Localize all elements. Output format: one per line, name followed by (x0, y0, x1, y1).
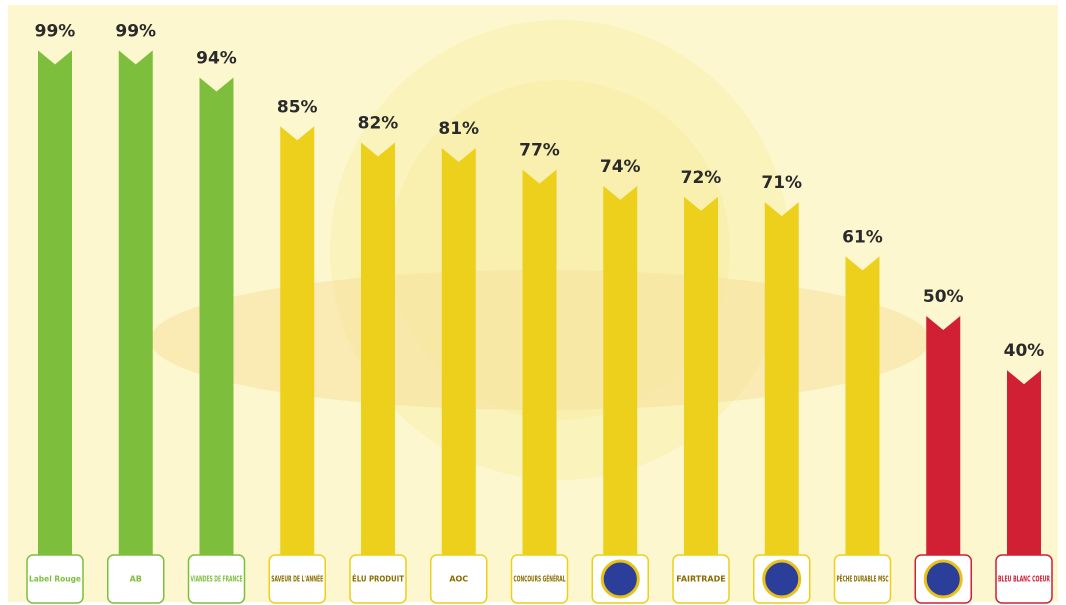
logo (833, 554, 892, 604)
bar (603, 185, 638, 576)
bar (684, 196, 718, 575)
logo (187, 554, 246, 604)
category-label: PÊCHE DURABLE MSC (837, 573, 889, 584)
value-label: 72% (681, 168, 722, 188)
category-label: VIANDES DE FRANCE (191, 575, 243, 584)
bar (926, 316, 961, 575)
bar (845, 256, 880, 575)
logo (268, 554, 326, 604)
bar (764, 202, 799, 575)
value-label: 40% (1004, 341, 1045, 361)
category-label: SAVEUR DE L'ANNÉE (271, 573, 323, 584)
value-label: 85% (277, 97, 318, 117)
value-label: 77% (519, 141, 560, 161)
logo (26, 554, 84, 604)
logo-seal (923, 559, 963, 599)
value-label: 94% (196, 49, 237, 69)
value-label: 74% (600, 157, 641, 177)
category-label: AOC (449, 575, 468, 584)
category-label: FAIRTRADE (676, 575, 725, 584)
logo-seal (600, 559, 640, 599)
value-label: 81% (438, 119, 479, 139)
logo-seal (762, 559, 802, 599)
category-label: BLEU BLANC COEUR (998, 575, 1050, 584)
bar (199, 77, 234, 576)
logo (349, 554, 407, 604)
bar (441, 147, 476, 576)
logo (672, 554, 730, 604)
bar (361, 142, 395, 575)
value-label: 99% (35, 21, 76, 41)
value-label: 50% (923, 287, 964, 307)
value-label: 71% (761, 173, 802, 193)
logo (510, 554, 569, 604)
category-label: CONCOURS GÉNÉRAL (514, 573, 566, 584)
category-label: AB (130, 575, 142, 584)
bar (118, 50, 153, 576)
bar (522, 169, 557, 575)
category-label: Label Rouge (29, 575, 82, 584)
value-label: 82% (358, 114, 399, 134)
bar (280, 126, 315, 576)
category-label: ÉLU PRODUIT (352, 573, 404, 584)
logo (430, 554, 488, 604)
bar (38, 50, 72, 576)
logo (995, 554, 1053, 604)
logo (107, 554, 165, 604)
value-label: 61% (842, 227, 883, 247)
bar (1007, 370, 1041, 575)
value-label: 99% (115, 21, 156, 41)
